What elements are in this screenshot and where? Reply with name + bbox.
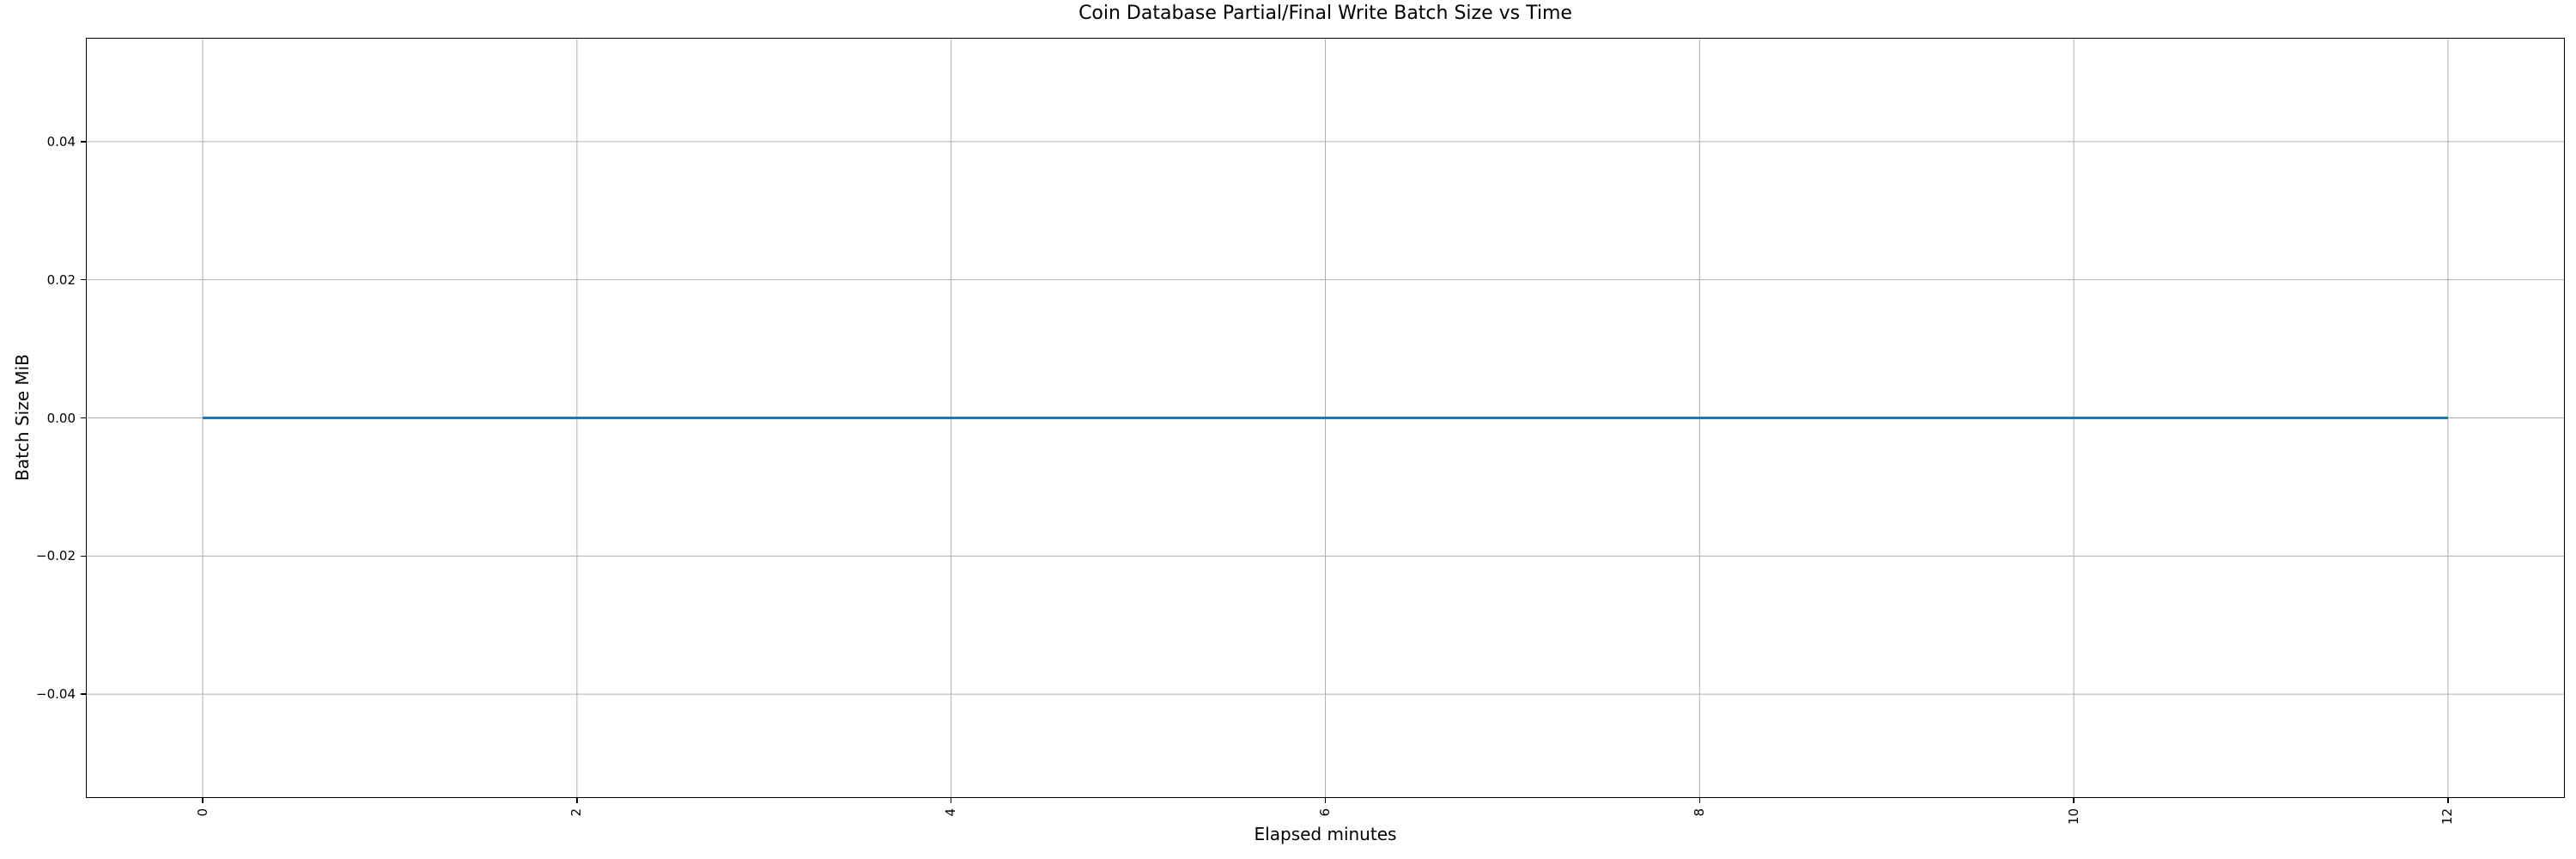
x-tick-label: 0 xyxy=(194,808,210,817)
x-tick-mark xyxy=(2073,797,2075,803)
x-tick-mark xyxy=(576,797,578,803)
plot-area xyxy=(85,37,2565,798)
x-tick-label: 12 xyxy=(2439,808,2456,825)
y-tick-mark xyxy=(81,417,87,419)
y-tick-mark xyxy=(81,555,87,557)
x-tick-label: 2 xyxy=(568,808,585,817)
x-axis-label: Elapsed minutes xyxy=(1254,824,1397,844)
x-tick-mark xyxy=(950,797,952,803)
x-tick-mark xyxy=(1324,797,1327,803)
x-tick-mark xyxy=(202,797,204,803)
x-tick-label: 4 xyxy=(943,808,959,817)
y-tick-label: −0.02 xyxy=(36,548,76,564)
y-tick-mark xyxy=(81,693,87,695)
y-tick-label: 0.00 xyxy=(46,410,76,426)
chart-title: Coin Database Partial/Final Write Batch … xyxy=(1078,3,1572,24)
x-tick-label: 6 xyxy=(1317,808,1333,817)
x-tick-label: 8 xyxy=(1691,808,1707,817)
y-tick-label: 0.02 xyxy=(46,271,76,288)
y-tick-label: 0.04 xyxy=(46,133,76,149)
x-tick-mark xyxy=(2447,797,2449,803)
y-tick-mark xyxy=(81,141,87,143)
y-tick-mark xyxy=(81,278,87,281)
x-tick-label: 10 xyxy=(2065,808,2081,825)
plot-canvas xyxy=(86,38,2564,797)
y-tick-label: −0.04 xyxy=(36,686,76,703)
x-tick-mark xyxy=(1698,797,1701,803)
